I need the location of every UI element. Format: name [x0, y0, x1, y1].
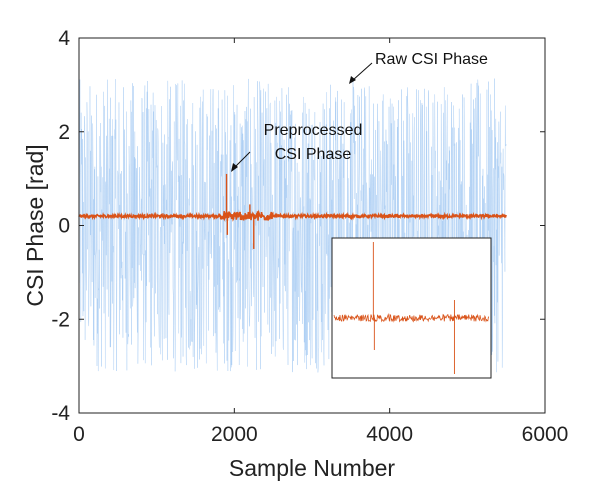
preprocessed-arrowhead [231, 163, 238, 172]
y-tick-label-1: -2 [51, 308, 70, 331]
x-tick-label-3: 6000 [522, 423, 569, 446]
y-tick-label-0: -4 [51, 402, 70, 425]
preprocessed-csi-phase-series [78, 209, 507, 222]
y-tick-label-2: 0 [58, 215, 70, 238]
raw-phase-arrowhead [349, 76, 356, 84]
ticks: 0 2000 4000 6000 -4 -2 0 2 4 [51, 27, 568, 446]
x-tick-label-0: 0 [73, 423, 85, 446]
y-axis-label: CSI Phase [rad] [22, 144, 48, 306]
preprocessed-arrow [234, 151, 251, 168]
x-axis-label: Sample Number [229, 455, 396, 481]
raw-csi-phase-series [78, 78, 507, 373]
preprocessed-annotation-line1: Preprocessed [264, 122, 363, 139]
raw-phase-annotation: Raw CSI Phase [375, 51, 488, 68]
raw-phase-arrow [352, 62, 373, 81]
inset-plot [331, 237, 492, 379]
preprocessed-annotation-line2: CSI Phase [275, 146, 352, 163]
inset-frame [331, 237, 492, 379]
y-tick-label-3: 2 [58, 121, 70, 144]
x-tick-label-2: 4000 [366, 423, 413, 446]
x-tick-label-1: 2000 [211, 423, 258, 446]
inset-series [333, 313, 490, 323]
y-tick-label-4: 4 [58, 27, 70, 50]
annotations: Raw CSI Phase Preprocessed CSI Phase [231, 51, 488, 172]
plot-area [78, 78, 507, 373]
